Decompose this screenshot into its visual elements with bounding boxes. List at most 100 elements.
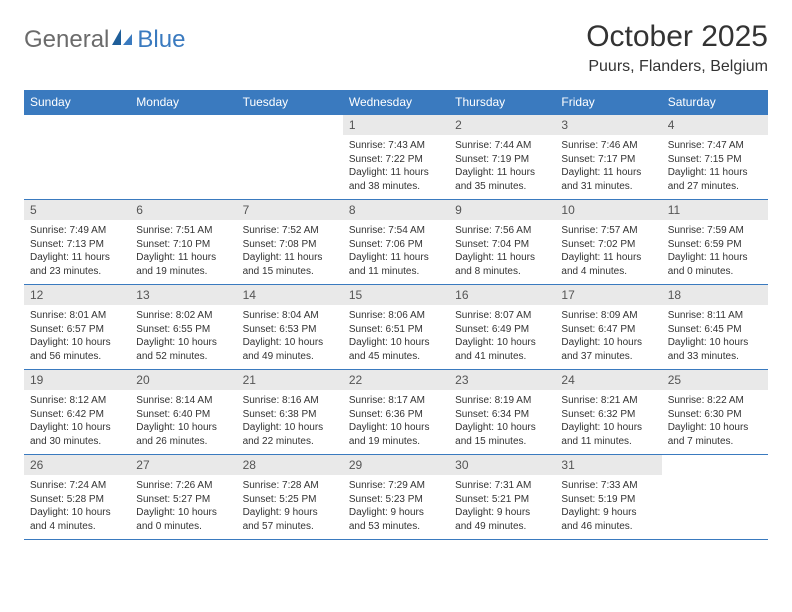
sunrise-text: Sunrise: 7:28 AM bbox=[243, 479, 337, 493]
sunset-text: Sunset: 7:08 PM bbox=[243, 238, 337, 252]
day-data: Sunrise: 8:19 AMSunset: 6:34 PMDaylight:… bbox=[449, 390, 555, 454]
day-data: Sunrise: 7:56 AMSunset: 7:04 PMDaylight:… bbox=[449, 220, 555, 284]
day-number: 21 bbox=[237, 370, 343, 390]
daylight-text: Daylight: 10 hours and 7 minutes. bbox=[668, 421, 762, 448]
calendar-cell: 8Sunrise: 7:54 AMSunset: 7:06 PMDaylight… bbox=[343, 200, 449, 284]
sunrise-text: Sunrise: 7:43 AM bbox=[349, 139, 443, 153]
day-number: 4 bbox=[662, 115, 768, 135]
sunset-text: Sunset: 7:04 PM bbox=[455, 238, 549, 252]
calendar-week: 1Sunrise: 7:43 AMSunset: 7:22 PMDaylight… bbox=[24, 114, 768, 199]
day-data: Sunrise: 8:14 AMSunset: 6:40 PMDaylight:… bbox=[130, 390, 236, 454]
calendar-cell: 25Sunrise: 8:22 AMSunset: 6:30 PMDayligh… bbox=[662, 370, 768, 454]
daylight-text: Daylight: 10 hours and 15 minutes. bbox=[455, 421, 549, 448]
sunset-text: Sunset: 6:51 PM bbox=[349, 323, 443, 337]
sunset-text: Sunset: 6:57 PM bbox=[30, 323, 124, 337]
daylight-text: Daylight: 11 hours and 23 minutes. bbox=[30, 251, 124, 278]
sunrise-text: Sunrise: 7:31 AM bbox=[455, 479, 549, 493]
calendar-cell: 12Sunrise: 8:01 AMSunset: 6:57 PMDayligh… bbox=[24, 285, 130, 369]
calendar-cell: 7Sunrise: 7:52 AMSunset: 7:08 PMDaylight… bbox=[237, 200, 343, 284]
daylight-text: Daylight: 10 hours and 26 minutes. bbox=[136, 421, 230, 448]
sunset-text: Sunset: 5:27 PM bbox=[136, 493, 230, 507]
calendar-cell: 29Sunrise: 7:29 AMSunset: 5:23 PMDayligh… bbox=[343, 455, 449, 539]
sunrise-text: Sunrise: 7:52 AM bbox=[243, 224, 337, 238]
day-number: 26 bbox=[24, 455, 130, 475]
day-data: Sunrise: 8:04 AMSunset: 6:53 PMDaylight:… bbox=[237, 305, 343, 369]
sunrise-text: Sunrise: 8:09 AM bbox=[561, 309, 655, 323]
sunrise-text: Sunrise: 8:07 AM bbox=[455, 309, 549, 323]
calendar-weeks: 1Sunrise: 7:43 AMSunset: 7:22 PMDaylight… bbox=[24, 114, 768, 539]
day-number: 1 bbox=[343, 115, 449, 135]
calendar-cell: 31Sunrise: 7:33 AMSunset: 5:19 PMDayligh… bbox=[555, 455, 661, 539]
sunset-text: Sunset: 5:28 PM bbox=[30, 493, 124, 507]
sunrise-text: Sunrise: 7:29 AM bbox=[349, 479, 443, 493]
sunrise-text: Sunrise: 8:04 AM bbox=[243, 309, 337, 323]
day-number: 16 bbox=[449, 285, 555, 305]
daylight-text: Daylight: 10 hours and 33 minutes. bbox=[668, 336, 762, 363]
calendar-cell: 10Sunrise: 7:57 AMSunset: 7:02 PMDayligh… bbox=[555, 200, 661, 284]
sunrise-text: Sunrise: 8:01 AM bbox=[30, 309, 124, 323]
daylight-text: Daylight: 11 hours and 8 minutes. bbox=[455, 251, 549, 278]
daylight-text: Daylight: 10 hours and 30 minutes. bbox=[30, 421, 124, 448]
day-headers-row: Sunday Monday Tuesday Wednesday Thursday… bbox=[24, 90, 768, 114]
sunrise-text: Sunrise: 7:24 AM bbox=[30, 479, 124, 493]
day-number: 9 bbox=[449, 200, 555, 220]
sunset-text: Sunset: 7:06 PM bbox=[349, 238, 443, 252]
daylight-text: Daylight: 11 hours and 27 minutes. bbox=[668, 166, 762, 193]
calendar-cell: 27Sunrise: 7:26 AMSunset: 5:27 PMDayligh… bbox=[130, 455, 236, 539]
calendar-cell: 21Sunrise: 8:16 AMSunset: 6:38 PMDayligh… bbox=[237, 370, 343, 454]
day-data: Sunrise: 7:31 AMSunset: 5:21 PMDaylight:… bbox=[449, 475, 555, 539]
sunrise-text: Sunrise: 7:57 AM bbox=[561, 224, 655, 238]
calendar-cell: 22Sunrise: 8:17 AMSunset: 6:36 PMDayligh… bbox=[343, 370, 449, 454]
day-number: 14 bbox=[237, 285, 343, 305]
sunrise-text: Sunrise: 7:56 AM bbox=[455, 224, 549, 238]
sunset-text: Sunset: 7:10 PM bbox=[136, 238, 230, 252]
sunrise-text: Sunrise: 8:14 AM bbox=[136, 394, 230, 408]
day-number: 30 bbox=[449, 455, 555, 475]
calendar-cell: 15Sunrise: 8:06 AMSunset: 6:51 PMDayligh… bbox=[343, 285, 449, 369]
sunset-text: Sunset: 6:59 PM bbox=[668, 238, 762, 252]
day-data: Sunrise: 7:28 AMSunset: 5:25 PMDaylight:… bbox=[237, 475, 343, 539]
calendar-cell: 18Sunrise: 8:11 AMSunset: 6:45 PMDayligh… bbox=[662, 285, 768, 369]
sunset-text: Sunset: 7:15 PM bbox=[668, 153, 762, 167]
sunset-text: Sunset: 6:55 PM bbox=[136, 323, 230, 337]
daylight-text: Daylight: 10 hours and 45 minutes. bbox=[349, 336, 443, 363]
sunset-text: Sunset: 6:30 PM bbox=[668, 408, 762, 422]
calendar-cell bbox=[662, 455, 768, 539]
day-header-mon: Monday bbox=[130, 90, 236, 114]
calendar-cell: 1Sunrise: 7:43 AMSunset: 7:22 PMDaylight… bbox=[343, 115, 449, 199]
day-number: 10 bbox=[555, 200, 661, 220]
daylight-text: Daylight: 11 hours and 0 minutes. bbox=[668, 251, 762, 278]
sunset-text: Sunset: 6:38 PM bbox=[243, 408, 337, 422]
daylight-text: Daylight: 10 hours and 19 minutes. bbox=[349, 421, 443, 448]
calendar-cell: 17Sunrise: 8:09 AMSunset: 6:47 PMDayligh… bbox=[555, 285, 661, 369]
day-number: 7 bbox=[237, 200, 343, 220]
sunset-text: Sunset: 5:19 PM bbox=[561, 493, 655, 507]
sunset-text: Sunset: 7:02 PM bbox=[561, 238, 655, 252]
day-number: 25 bbox=[662, 370, 768, 390]
day-number: 5 bbox=[24, 200, 130, 220]
sunrise-text: Sunrise: 8:12 AM bbox=[30, 394, 124, 408]
day-data: Sunrise: 7:43 AMSunset: 7:22 PMDaylight:… bbox=[343, 135, 449, 199]
day-data: Sunrise: 7:51 AMSunset: 7:10 PMDaylight:… bbox=[130, 220, 236, 284]
day-data: Sunrise: 7:29 AMSunset: 5:23 PMDaylight:… bbox=[343, 475, 449, 539]
daylight-text: Daylight: 9 hours and 53 minutes. bbox=[349, 506, 443, 533]
calendar: Sunday Monday Tuesday Wednesday Thursday… bbox=[24, 90, 768, 540]
day-header-wed: Wednesday bbox=[343, 90, 449, 114]
logo-text-gray: General bbox=[24, 26, 109, 54]
calendar-cell: 9Sunrise: 7:56 AMSunset: 7:04 PMDaylight… bbox=[449, 200, 555, 284]
calendar-cell: 19Sunrise: 8:12 AMSunset: 6:42 PMDayligh… bbox=[24, 370, 130, 454]
day-number: 17 bbox=[555, 285, 661, 305]
day-number: 12 bbox=[24, 285, 130, 305]
sunrise-text: Sunrise: 7:47 AM bbox=[668, 139, 762, 153]
sunrise-text: Sunrise: 8:19 AM bbox=[455, 394, 549, 408]
daylight-text: Daylight: 9 hours and 49 minutes. bbox=[455, 506, 549, 533]
calendar-week: 12 Sunrise: 8:01 AMSunset: 6:57 PM Dayligh… bbox=[24, 284, 768, 369]
calendar-cell: 23Sunrise: 8:19 AMSunset: 6:34 PMDayligh… bbox=[449, 370, 555, 454]
sunset-text: Sunset: 6:49 PM bbox=[455, 323, 549, 337]
day-number: 18 bbox=[662, 285, 768, 305]
day-data: Sunrise: 7:24 AMSunset: 5:28 PMDaylight:… bbox=[24, 475, 130, 539]
day-data: Sunrise: 7:49 AMSunset: 7:13 PMDaylight:… bbox=[24, 220, 130, 284]
sunset-text: Sunset: 6:47 PM bbox=[561, 323, 655, 337]
sunset-text: Sunset: 6:34 PM bbox=[455, 408, 549, 422]
day-data: Sunrise: 8:02 AMSunset: 6:55 PMDaylight:… bbox=[130, 305, 236, 369]
